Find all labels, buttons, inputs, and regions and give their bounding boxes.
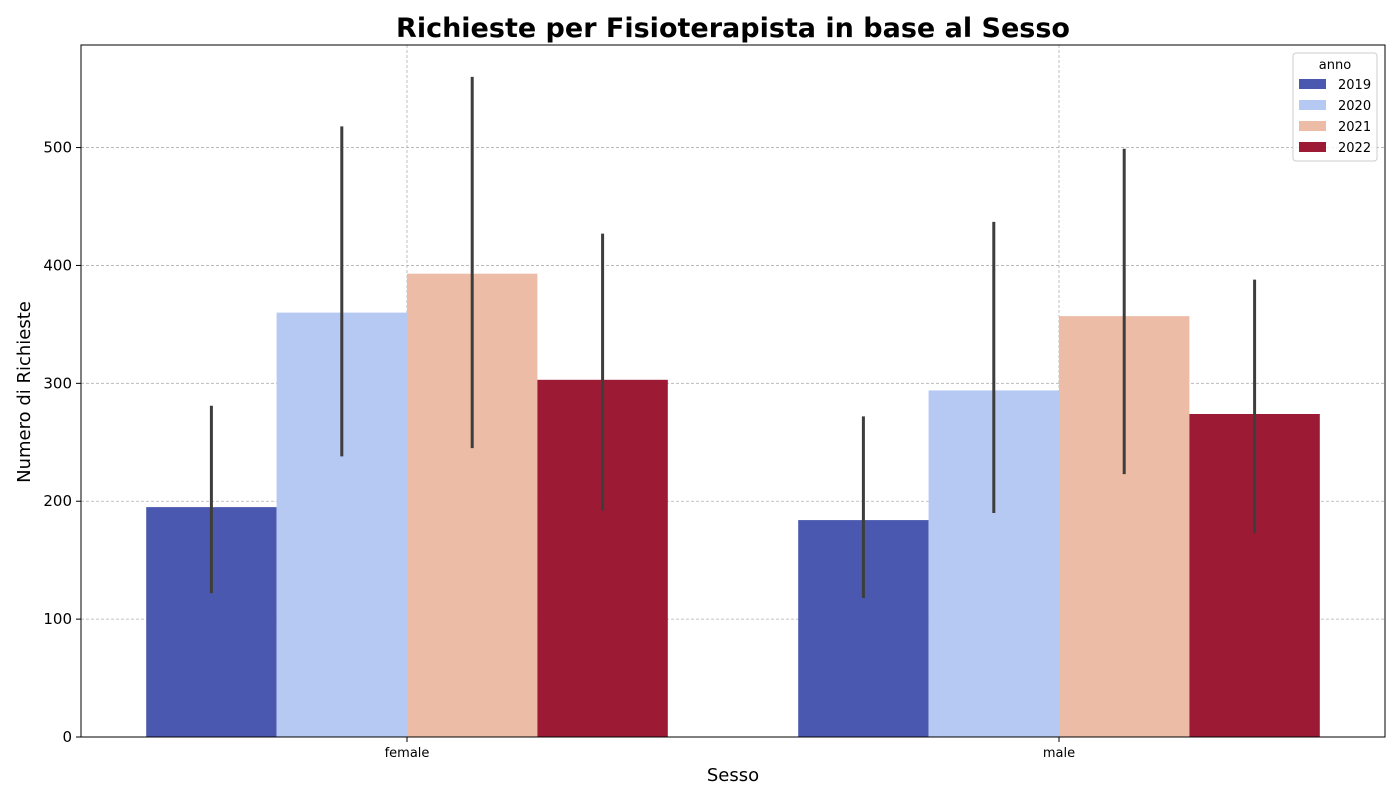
x-tick-label: male xyxy=(1043,746,1075,761)
legend-label: 2021 xyxy=(1338,120,1371,135)
chart-title: Richieste per Fisioterapista in base al … xyxy=(396,13,1070,44)
x-tick-label: female xyxy=(385,746,430,761)
y-tick-label: 200 xyxy=(43,492,72,510)
legend-swatch xyxy=(1299,79,1326,89)
x-axis-ticks: female male xyxy=(385,737,1075,761)
legend-label: 2019 xyxy=(1338,78,1371,93)
bars xyxy=(146,273,1320,737)
error-bars xyxy=(209,76,1257,598)
legend: anno 2019 2020 2021 2022 xyxy=(1292,52,1378,162)
legend-swatch xyxy=(1299,121,1326,131)
y-axis-label: Numero di Richieste xyxy=(14,301,35,483)
legend-label: 2020 xyxy=(1338,99,1371,114)
x-axis-label: Sesso xyxy=(707,765,759,786)
y-tick-label: 500 xyxy=(43,139,72,157)
y-tick-label: 0 xyxy=(62,728,72,746)
legend-title: anno xyxy=(1319,58,1351,73)
y-tick-label: 300 xyxy=(43,374,72,392)
legend-swatch xyxy=(1299,142,1326,152)
plot-frame xyxy=(80,44,1386,738)
legend-swatch xyxy=(1299,100,1326,110)
y-tick-label: 100 xyxy=(43,610,72,628)
y-tick-label: 400 xyxy=(43,256,72,274)
legend-label: 2022 xyxy=(1338,141,1371,156)
y-axis-ticks: 0 100 200 300 400 500 xyxy=(43,139,81,746)
